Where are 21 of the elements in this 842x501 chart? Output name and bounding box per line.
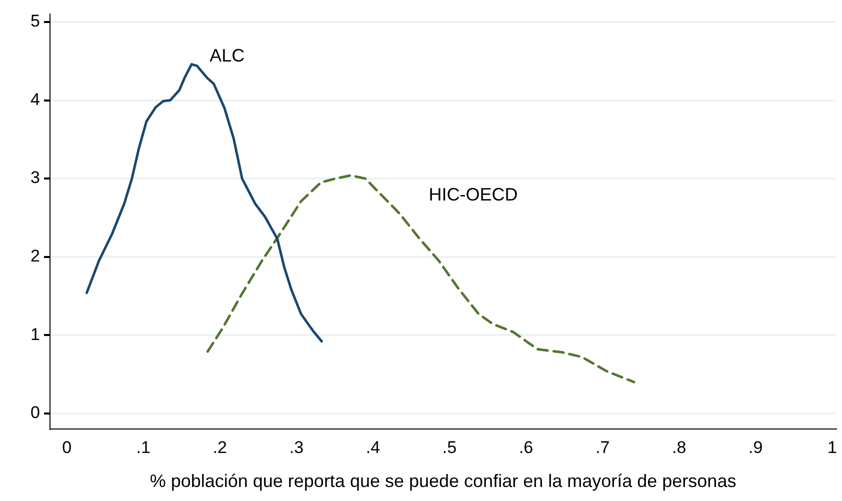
y-tick-label: 4 xyxy=(30,90,40,109)
x-tick-label: 1 xyxy=(827,438,837,457)
series-label: ALC xyxy=(210,45,245,66)
y-tick-label: 2 xyxy=(30,246,40,266)
x-tick-label: .6 xyxy=(518,438,534,457)
y-tick-label: 5 xyxy=(30,12,40,31)
x-tick-label: .9 xyxy=(748,438,763,457)
x-tick-label: .5 xyxy=(442,438,457,457)
x-tick-label: .7 xyxy=(595,438,610,457)
y-tick-label: 1 xyxy=(30,324,40,344)
y-tick-label: 3 xyxy=(30,168,40,188)
series-label: HIC-OECD xyxy=(428,184,518,204)
y-tick-label: 0 xyxy=(30,403,40,422)
x-axis-title: % población que reporta que se puede confiar en la mayoría de personas xyxy=(150,471,736,492)
x-tick-label: 0 xyxy=(62,438,72,457)
line-series xyxy=(206,174,636,384)
x-tick-label: .2 xyxy=(212,438,227,457)
x-tick-label: .1 xyxy=(136,438,150,457)
x-tick-label: .3 xyxy=(289,438,304,457)
x-tick-label: .4 xyxy=(366,438,380,457)
x-tick-label: .8 xyxy=(672,438,686,457)
